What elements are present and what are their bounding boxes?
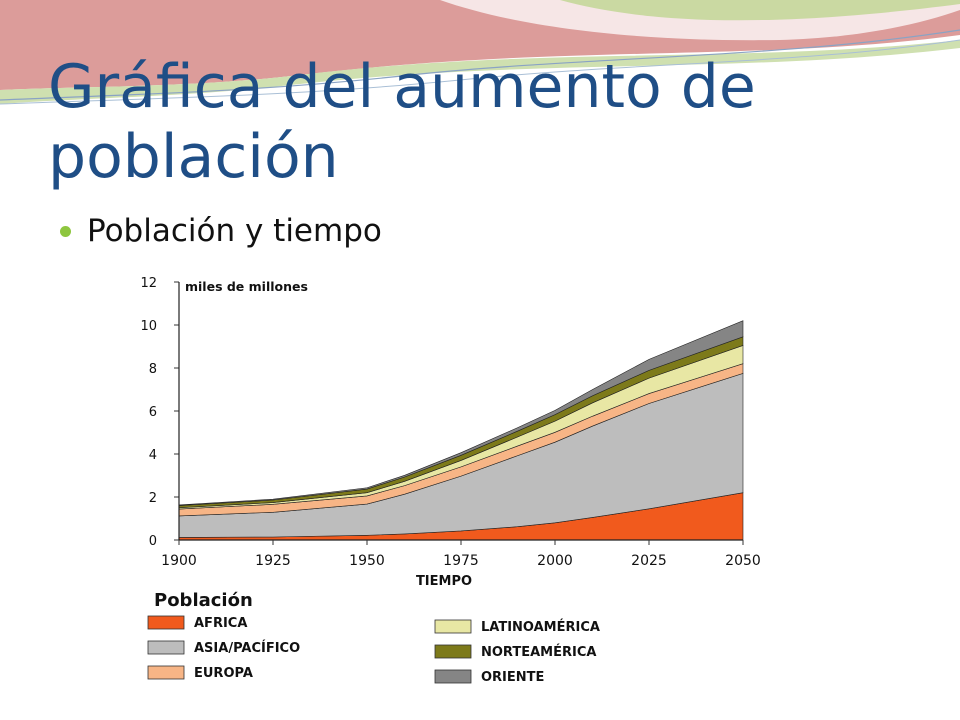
x-tick-label: 1975 (443, 553, 479, 569)
decorative-header-swoosh (0, 0, 960, 105)
legend-label-latinoamerica: LATINOAMÉRICA (481, 619, 600, 635)
y-tick-label: 12 (140, 276, 157, 291)
y-axis-ticks: 0 2 4 6 8 10 12 (140, 276, 179, 549)
y-axis-label: miles de millones (185, 279, 308, 294)
x-tick-label: 1900 (161, 553, 197, 569)
x-axis-label: TIEMPO (416, 574, 472, 589)
legend-swatch-africa (147, 615, 185, 630)
y-tick-label: 0 (149, 534, 157, 549)
y-tick-label: 10 (140, 319, 157, 334)
y-tick-label: 6 (149, 405, 157, 420)
x-tick-label: 1950 (349, 553, 385, 569)
legend-label-asia-pacifico: ASIA/PACÍFICO (194, 640, 300, 656)
legend-title: Población (154, 590, 253, 611)
legend-swatch-europa (147, 665, 185, 680)
x-tick-label: 1925 (255, 553, 291, 569)
legend-swatch-norteamerica (434, 644, 472, 659)
x-tick-label: 2050 (725, 553, 761, 569)
y-tick-label: 2 (149, 491, 157, 506)
area-oriente (178, 320, 744, 506)
x-tick-label: 2000 (537, 553, 573, 569)
legend-swatch-oriente (434, 669, 472, 684)
bullet-item: Población y tiempo (60, 206, 382, 256)
x-axis-ticks: 1900 1925 1950 1975 2000 2025 2050 (161, 540, 761, 569)
legend-label-africa: AFRICA (194, 616, 247, 631)
bullet-text: Población y tiempo (87, 213, 382, 249)
y-tick-label: 8 (149, 362, 157, 377)
y-tick-label: 4 (149, 448, 157, 463)
legend-label-oriente: ORIENTE (481, 670, 544, 685)
slide-title: Gráfica del aumento de población (48, 52, 756, 192)
population-chart: 0 2 4 6 8 10 12 miles de millones 1900 1925 1950… (133, 272, 768, 690)
chart-areas (178, 320, 744, 541)
legend-label-europa: EUROPA (194, 666, 253, 681)
legend-swatch-latinoamerica (434, 619, 472, 634)
x-tick-label: 2025 (631, 553, 667, 569)
legend-label-norteamerica: NORTEAMÉRICA (481, 644, 596, 660)
bullet-dot-icon (60, 225, 71, 237)
legend-swatch-asia-pacifico (147, 640, 185, 655)
chart-legend: AFRICA ASIA/PACÍFICO EUROPA LATINOAMÉRICA NO… (147, 615, 600, 685)
